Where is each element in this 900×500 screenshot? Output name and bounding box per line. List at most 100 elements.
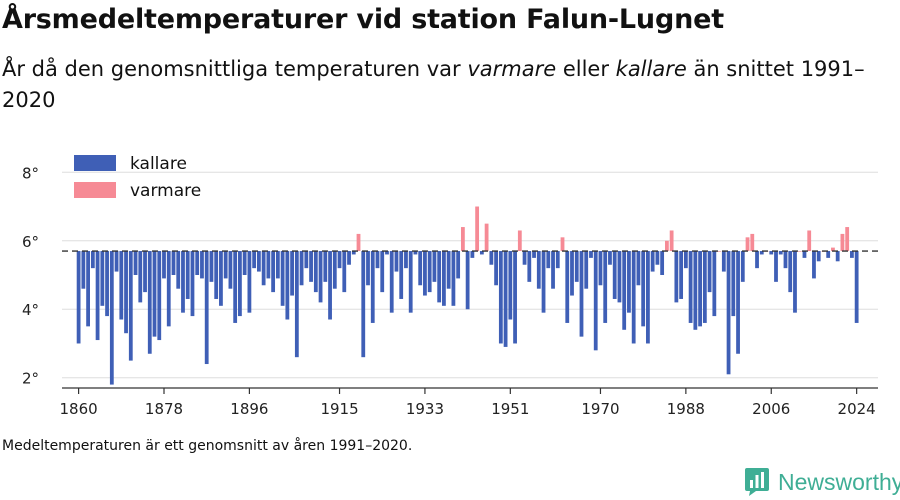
bar bbox=[527, 251, 532, 282]
bar bbox=[290, 251, 294, 296]
bar bbox=[555, 251, 560, 269]
bar bbox=[850, 251, 854, 258]
bar bbox=[622, 251, 627, 330]
bar bbox=[380, 251, 385, 293]
bar bbox=[570, 251, 574, 296]
bar bbox=[484, 223, 489, 252]
bar bbox=[299, 251, 304, 286]
axes: 2° 4° 6° 8° 1860 1878 1896 1915 1933 1951 1970 1988… bbox=[22, 164, 878, 418]
bar bbox=[195, 251, 200, 275]
bar bbox=[309, 251, 313, 282]
bar bbox=[389, 251, 394, 313]
bar bbox=[489, 251, 494, 265]
chart-subtitle: År då den genomsnittliga temperaturen va… bbox=[2, 54, 882, 116]
legend-swatch bbox=[74, 182, 116, 198]
bar bbox=[109, 251, 114, 385]
bar bbox=[835, 251, 840, 262]
bar bbox=[190, 251, 195, 317]
subtitle-text: än snittet 1991–2020 bbox=[2, 57, 865, 112]
bar bbox=[750, 233, 755, 252]
bar bbox=[138, 251, 143, 303]
bar bbox=[674, 251, 679, 303]
bar bbox=[641, 251, 646, 327]
bar bbox=[105, 251, 109, 317]
bar bbox=[783, 251, 788, 269]
bar bbox=[261, 251, 266, 286]
bar bbox=[745, 237, 750, 252]
bar bbox=[181, 251, 185, 313]
bar bbox=[494, 251, 498, 286]
bar bbox=[736, 251, 740, 354]
bar bbox=[702, 251, 707, 323]
bar bbox=[432, 251, 437, 282]
brand[interactable]: Newsworthy bbox=[744, 466, 900, 498]
bar bbox=[807, 230, 812, 252]
bar bbox=[200, 251, 204, 279]
y-tick-label: 8° bbox=[22, 164, 39, 182]
bar bbox=[147, 251, 152, 354]
grid-lines bbox=[62, 171, 878, 379]
bar bbox=[456, 251, 461, 279]
bar bbox=[162, 251, 166, 279]
bar bbox=[176, 251, 181, 289]
bar bbox=[442, 251, 446, 306]
bar bbox=[437, 251, 442, 303]
bar bbox=[242, 251, 247, 275]
bar bbox=[503, 251, 508, 347]
bar bbox=[726, 251, 731, 375]
x-tick-label: 1933 bbox=[406, 400, 444, 418]
bar bbox=[133, 251, 138, 275]
bars bbox=[76, 206, 859, 385]
bar bbox=[427, 251, 432, 293]
bar bbox=[157, 251, 162, 341]
bar bbox=[114, 251, 119, 272]
x-tick-label: 1915 bbox=[320, 400, 358, 418]
bar bbox=[655, 251, 660, 265]
bar bbox=[81, 251, 86, 289]
x-tick-label: 2006 bbox=[752, 400, 790, 418]
bar bbox=[598, 251, 603, 286]
y-tick-label: 2° bbox=[22, 370, 39, 388]
bar bbox=[328, 251, 332, 320]
bar bbox=[86, 251, 90, 327]
bar bbox=[584, 251, 589, 289]
bar bbox=[664, 240, 669, 252]
bar bbox=[275, 251, 280, 279]
bar bbox=[831, 247, 835, 252]
bar bbox=[370, 251, 375, 323]
bar bbox=[574, 251, 579, 282]
bar bbox=[418, 251, 423, 286]
bar bbox=[717, 251, 721, 252]
bar bbox=[769, 251, 774, 255]
bar bbox=[266, 251, 271, 279]
bar bbox=[522, 251, 527, 265]
bar bbox=[603, 251, 608, 323]
bar bbox=[271, 251, 276, 293]
bar bbox=[854, 251, 859, 323]
bar bbox=[532, 251, 536, 258]
bar bbox=[541, 251, 546, 313]
bar bbox=[238, 251, 242, 317]
bar bbox=[247, 251, 252, 313]
bar bbox=[451, 251, 456, 306]
bar bbox=[517, 230, 522, 252]
x-tick-label: 1970 bbox=[581, 400, 619, 418]
bar bbox=[233, 251, 238, 323]
bar bbox=[318, 251, 323, 303]
bar bbox=[219, 251, 223, 306]
bar bbox=[143, 251, 147, 293]
bar bbox=[688, 251, 693, 323]
bar bbox=[565, 251, 570, 323]
bar bbox=[740, 251, 745, 282]
bar bbox=[560, 237, 565, 252]
bar bbox=[812, 251, 816, 279]
bar bbox=[128, 251, 133, 361]
bar bbox=[347, 251, 351, 265]
bar bbox=[332, 251, 337, 289]
temperature-chart: 2° 4° 6° 8° 1860 1878 1896 1915 1933 1951 1970 1988… bbox=[22, 154, 878, 418]
subtitle-text: År då den genomsnittliga temperaturen va… bbox=[2, 57, 468, 81]
legend: kallare varmare bbox=[74, 154, 201, 201]
x-tick-label: 1878 bbox=[145, 400, 183, 418]
bar bbox=[679, 251, 684, 299]
legend-label: varmare bbox=[130, 181, 201, 201]
